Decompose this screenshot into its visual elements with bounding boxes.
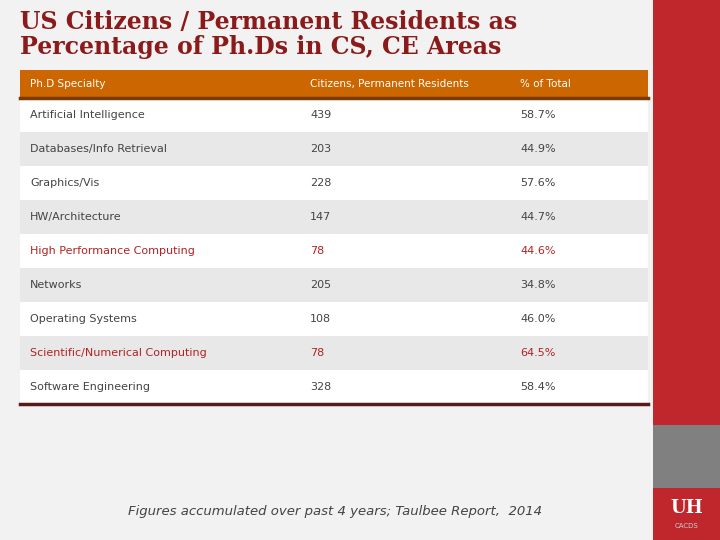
Text: 44.6%: 44.6% xyxy=(520,246,556,256)
Bar xyxy=(20,370,648,404)
Text: 147: 147 xyxy=(310,212,331,222)
Text: 44.9%: 44.9% xyxy=(520,144,556,154)
Text: 57.6%: 57.6% xyxy=(520,178,555,188)
Bar xyxy=(20,132,648,166)
Text: Software Engineering: Software Engineering xyxy=(30,382,150,392)
Bar xyxy=(20,336,648,370)
Text: Artificial Intelligence: Artificial Intelligence xyxy=(30,110,145,120)
Bar xyxy=(20,268,648,302)
Text: 46.0%: 46.0% xyxy=(520,314,555,324)
Text: Networks: Networks xyxy=(30,280,82,290)
Text: Citizens, Permanent Residents: Citizens, Permanent Residents xyxy=(310,79,469,89)
Bar xyxy=(20,302,648,336)
Text: 228: 228 xyxy=(310,178,331,188)
Bar xyxy=(20,98,648,132)
Text: 439: 439 xyxy=(310,110,331,120)
Text: Databases/Info Retrieval: Databases/Info Retrieval xyxy=(30,144,167,154)
Text: High Performance Computing: High Performance Computing xyxy=(30,246,195,256)
Text: 328: 328 xyxy=(310,382,331,392)
Bar xyxy=(20,166,648,200)
Text: 108: 108 xyxy=(310,314,331,324)
Bar xyxy=(653,0,720,465)
Text: Figures accumulated over past 4 years; Taulbee Report,  2014: Figures accumulated over past 4 years; T… xyxy=(128,505,542,518)
Text: 203: 203 xyxy=(310,144,331,154)
Text: 34.8%: 34.8% xyxy=(520,280,556,290)
Text: 205: 205 xyxy=(310,280,331,290)
Text: Operating Systems: Operating Systems xyxy=(30,314,137,324)
Text: 44.7%: 44.7% xyxy=(520,212,556,222)
Text: Graphics/Vis: Graphics/Vis xyxy=(30,178,99,188)
Text: 58.4%: 58.4% xyxy=(520,382,556,392)
Text: 64.5%: 64.5% xyxy=(520,348,555,358)
Bar xyxy=(653,488,720,540)
Bar xyxy=(20,70,648,98)
Text: UH: UH xyxy=(670,499,703,517)
Text: US Citizens / Permanent Residents as: US Citizens / Permanent Residents as xyxy=(20,10,517,34)
Bar xyxy=(20,200,648,234)
Text: Percentage of Ph.Ds in CS, CE Areas: Percentage of Ph.Ds in CS, CE Areas xyxy=(20,35,501,59)
Text: CACDS: CACDS xyxy=(675,523,698,529)
Bar xyxy=(20,234,648,268)
Text: Ph.D Specialty: Ph.D Specialty xyxy=(30,79,106,89)
Text: 78: 78 xyxy=(310,348,324,358)
Text: % of Total: % of Total xyxy=(520,79,571,89)
Text: HW/Architecture: HW/Architecture xyxy=(30,212,122,222)
Text: Scientific/Numerical Computing: Scientific/Numerical Computing xyxy=(30,348,207,358)
Bar xyxy=(653,425,720,490)
Text: 78: 78 xyxy=(310,246,324,256)
Text: 58.7%: 58.7% xyxy=(520,110,556,120)
